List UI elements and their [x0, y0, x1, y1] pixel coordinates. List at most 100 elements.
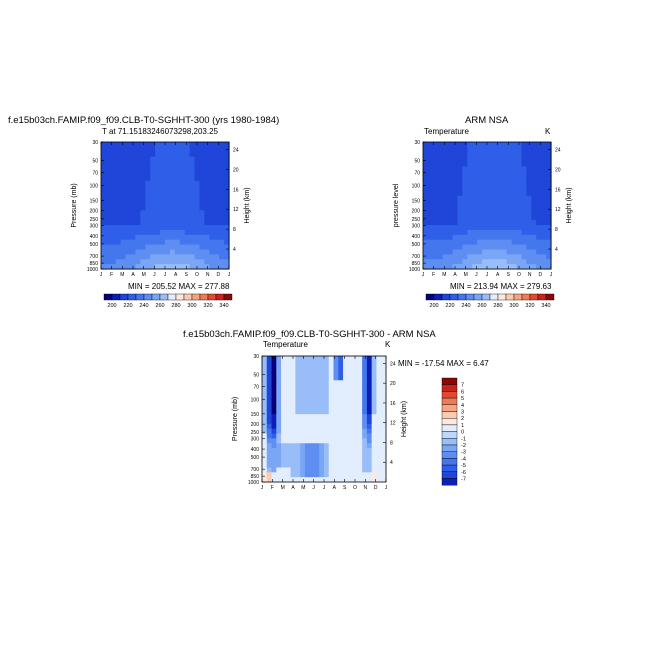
panel1-heatmap-cell	[150, 259, 156, 265]
panel2-heatmap-cell	[477, 205, 483, 211]
panel2-heatmap-cell	[457, 171, 463, 177]
panel2-heatmap-cell	[437, 161, 444, 168]
panel1-heatmap-cell	[130, 249, 137, 255]
panel1-heatmap-cell	[135, 161, 141, 168]
panel2-heatmap-cell	[457, 249, 463, 255]
panel1-heatmap-cell	[169, 195, 176, 202]
panel3-heatmap-cell	[262, 462, 268, 469]
panel1-heatmap-cell	[105, 215, 112, 221]
panel3-heatmap-cell	[262, 452, 268, 459]
panel3-heatmap-cell	[281, 457, 287, 464]
panel2-heatmap-cell	[491, 239, 498, 246]
panel1-heatmap-cell	[174, 225, 181, 231]
panel2-heatmap-cell	[423, 215, 429, 221]
panel1-heatmap-cell	[199, 142, 205, 148]
panel3-heatmap-cell	[371, 462, 378, 469]
panel1-heatmap-cell	[105, 244, 112, 251]
panel1-stats: MIN = 205.52 MAX = 277.88	[128, 282, 230, 291]
panel2-heatmap-cell	[432, 229, 439, 236]
panel1-heatmap-cell	[174, 181, 181, 187]
panel2-heatmap-cell	[501, 156, 508, 163]
panel2-heatmap-cell	[462, 195, 468, 202]
panel1-heatmap-cell	[120, 244, 127, 251]
panel3-heatmap-cell	[371, 448, 378, 454]
panel1-heatmap-cell	[110, 146, 117, 153]
panel3-heatmap-cell	[381, 414, 387, 420]
panel1-heatmap-cell	[145, 210, 151, 216]
panel3-heatmap-cell	[290, 467, 296, 473]
panel3-heatmap-cell	[281, 419, 287, 425]
panel3-heatmap-cell	[300, 365, 306, 372]
panel1-heatmap-cell	[160, 220, 166, 226]
panel2-heatmap-cell	[467, 244, 473, 251]
panel1-heatmap-cell	[105, 161, 112, 168]
panel2-heatmap-cell	[467, 264, 473, 270]
panel2-heatmap-cell	[427, 190, 434, 197]
panel1-heatmap-cell	[145, 171, 151, 177]
panel2-heatmap-cell	[472, 195, 478, 202]
panel1-heatmap-cell	[194, 146, 201, 153]
panel2-heatmap-cell	[536, 142, 542, 148]
panel1-colorbar-swatch	[183, 293, 193, 301]
panel2-colorbar-swatch	[513, 293, 523, 301]
panel1-heatmap-cell	[110, 264, 117, 270]
panel2-heatmap-cell	[496, 181, 503, 187]
panel1-heatmap-cell	[174, 234, 181, 241]
panel1-heatmap-cell	[189, 249, 196, 255]
panel1-heatmap-cell	[204, 264, 210, 270]
panel1-heatmap-cell	[115, 249, 122, 255]
panel2-heatmap-cell	[477, 156, 483, 163]
panel2-heatmap-cell	[477, 151, 483, 158]
panel1-heatmap-cell	[199, 195, 205, 202]
panel3-heatmap-cell	[285, 472, 292, 478]
panel3-heatmap-cell	[285, 360, 292, 367]
panel1-heatmap-cell	[135, 205, 141, 211]
panel1-heatmap-cell	[189, 264, 196, 270]
x-tick-label: J	[486, 272, 489, 278]
panel1-heatmap-cell	[150, 151, 156, 158]
panel1-heatmap-cell	[150, 176, 156, 182]
panel3-heatmap-cell	[366, 433, 373, 439]
panel2-heatmap-cell	[457, 234, 463, 241]
panel1-heatmap-cell	[204, 205, 210, 211]
panel1-heatmap-cell	[125, 176, 132, 182]
panel1-heatmap-cell	[105, 146, 112, 153]
panel2-heatmap-cell	[546, 259, 552, 265]
panel1-heatmap-cell	[165, 166, 171, 172]
panel1-heatmap-cell	[209, 151, 215, 158]
panel1-heatmap-cell	[110, 205, 117, 211]
panel3-heatmap-cell	[319, 389, 325, 396]
panel3-heatmap-cell	[328, 423, 335, 430]
panel2-heatmap-cell	[516, 166, 523, 172]
panel1-heatmap-cell	[110, 200, 117, 207]
panel1-heatmap-cell	[155, 185, 161, 192]
panel1-heatmap-cell	[115, 161, 122, 168]
panel2-colorbar-swatch	[449, 293, 459, 301]
panel2-heatmap-cell	[521, 254, 527, 260]
y-tick-label: 250	[412, 217, 421, 223]
panel3-heatmap-cell	[343, 399, 349, 406]
panel2-heatmap-cell	[536, 200, 542, 207]
panel1-heatmap-cell	[204, 190, 210, 197]
panel3-heatmap-cell	[347, 443, 354, 449]
panel2-heatmap-cell	[423, 146, 429, 153]
panel2-heatmap-cell	[482, 205, 488, 211]
panel3-heatmap-cell	[343, 370, 349, 376]
panel3-heatmap-cell	[376, 365, 382, 372]
panel2-heatmap-cell	[541, 161, 547, 168]
panel1-heatmap-cell	[174, 205, 181, 211]
panel2-heatmap-cell	[472, 205, 478, 211]
panel2-heatmap-cell	[491, 190, 498, 197]
panel1-heatmap-cell	[120, 205, 127, 211]
panel1-heatmap-cell	[209, 166, 215, 172]
panel3-heatmap-cell	[371, 389, 378, 396]
panel1-heatmap-cell	[140, 166, 146, 172]
panel3-heatmap-cell	[319, 356, 325, 362]
panel2-heatmap-cell	[472, 239, 478, 246]
panel1-heatmap-cell	[165, 249, 171, 255]
panel3-heatmap-cell	[376, 399, 382, 406]
panel3-heatmap-cell	[371, 414, 378, 420]
x-tick-label: D	[539, 272, 543, 278]
panel1-heatmap-cell	[214, 215, 220, 221]
panel2-heatmap-cell	[437, 195, 444, 202]
